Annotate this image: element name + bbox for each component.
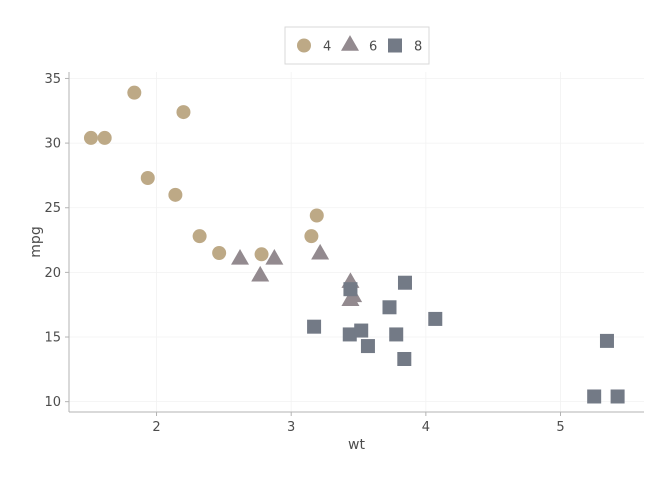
data-point-circle — [192, 229, 207, 244]
x-tick-label: 4 — [422, 420, 430, 435]
data-point-circle — [127, 85, 142, 100]
legend-key-circle — [297, 38, 311, 53]
y-axis-ticks: 10 15 20 25 30 35 — [44, 72, 69, 410]
y-tick-label: 15 — [44, 331, 61, 346]
x-tick-label: 3 — [287, 420, 295, 435]
data-point-square — [599, 333, 614, 348]
data-point-triangle — [251, 265, 270, 282]
data-point-square — [587, 389, 602, 404]
x-axis-title: wt — [348, 437, 365, 453]
data-point-square — [610, 389, 625, 404]
x-axis-ticks: 2 3 4 5 — [152, 412, 565, 435]
data-point-square — [382, 300, 397, 315]
data-point-square — [342, 327, 357, 342]
y-tick-label: 35 — [44, 72, 61, 87]
data-point-square — [343, 282, 358, 297]
data-point-square — [397, 351, 412, 366]
axes — [68, 72, 644, 413]
data-point-circle — [309, 208, 324, 223]
data-point-circle — [83, 130, 98, 145]
data-point-triangle — [341, 290, 360, 307]
data-point-circle — [304, 229, 319, 244]
data-point-square — [428, 311, 443, 326]
y-tick-label: 25 — [44, 201, 61, 216]
y-tick-label: 20 — [44, 266, 61, 281]
data-point-triangle — [265, 249, 284, 265]
data-point-square — [397, 275, 412, 290]
data-point-triangle — [311, 243, 330, 260]
data-point-square — [360, 339, 375, 354]
data-points — [83, 85, 625, 404]
legend-key-triangle — [341, 35, 359, 51]
data-point-circle — [168, 187, 183, 202]
legend-key-square — [388, 38, 402, 53]
data-point-triangle — [231, 249, 250, 265]
data-point-circle — [97, 130, 112, 145]
data-point-circle — [140, 171, 155, 186]
data-point-circle — [212, 245, 227, 260]
data-point-square — [389, 327, 404, 342]
y-axis-title: mpg — [28, 226, 44, 257]
x-tick-label: 5 — [556, 420, 564, 435]
y-tick-label: 10 — [44, 395, 61, 410]
data-point-square — [354, 323, 369, 338]
legend-label: 8 — [414, 40, 422, 55]
data-point-square — [307, 319, 322, 334]
grid-lines — [69, 72, 644, 412]
legend-label: 6 — [369, 40, 377, 55]
data-point-circle — [176, 105, 191, 120]
x-tick-label: 2 — [152, 420, 160, 435]
data-point-circle — [254, 247, 269, 262]
legend-label: 4 — [323, 40, 331, 55]
legend: 4 6 8 — [284, 26, 430, 65]
y-tick-label: 30 — [44, 137, 61, 152]
